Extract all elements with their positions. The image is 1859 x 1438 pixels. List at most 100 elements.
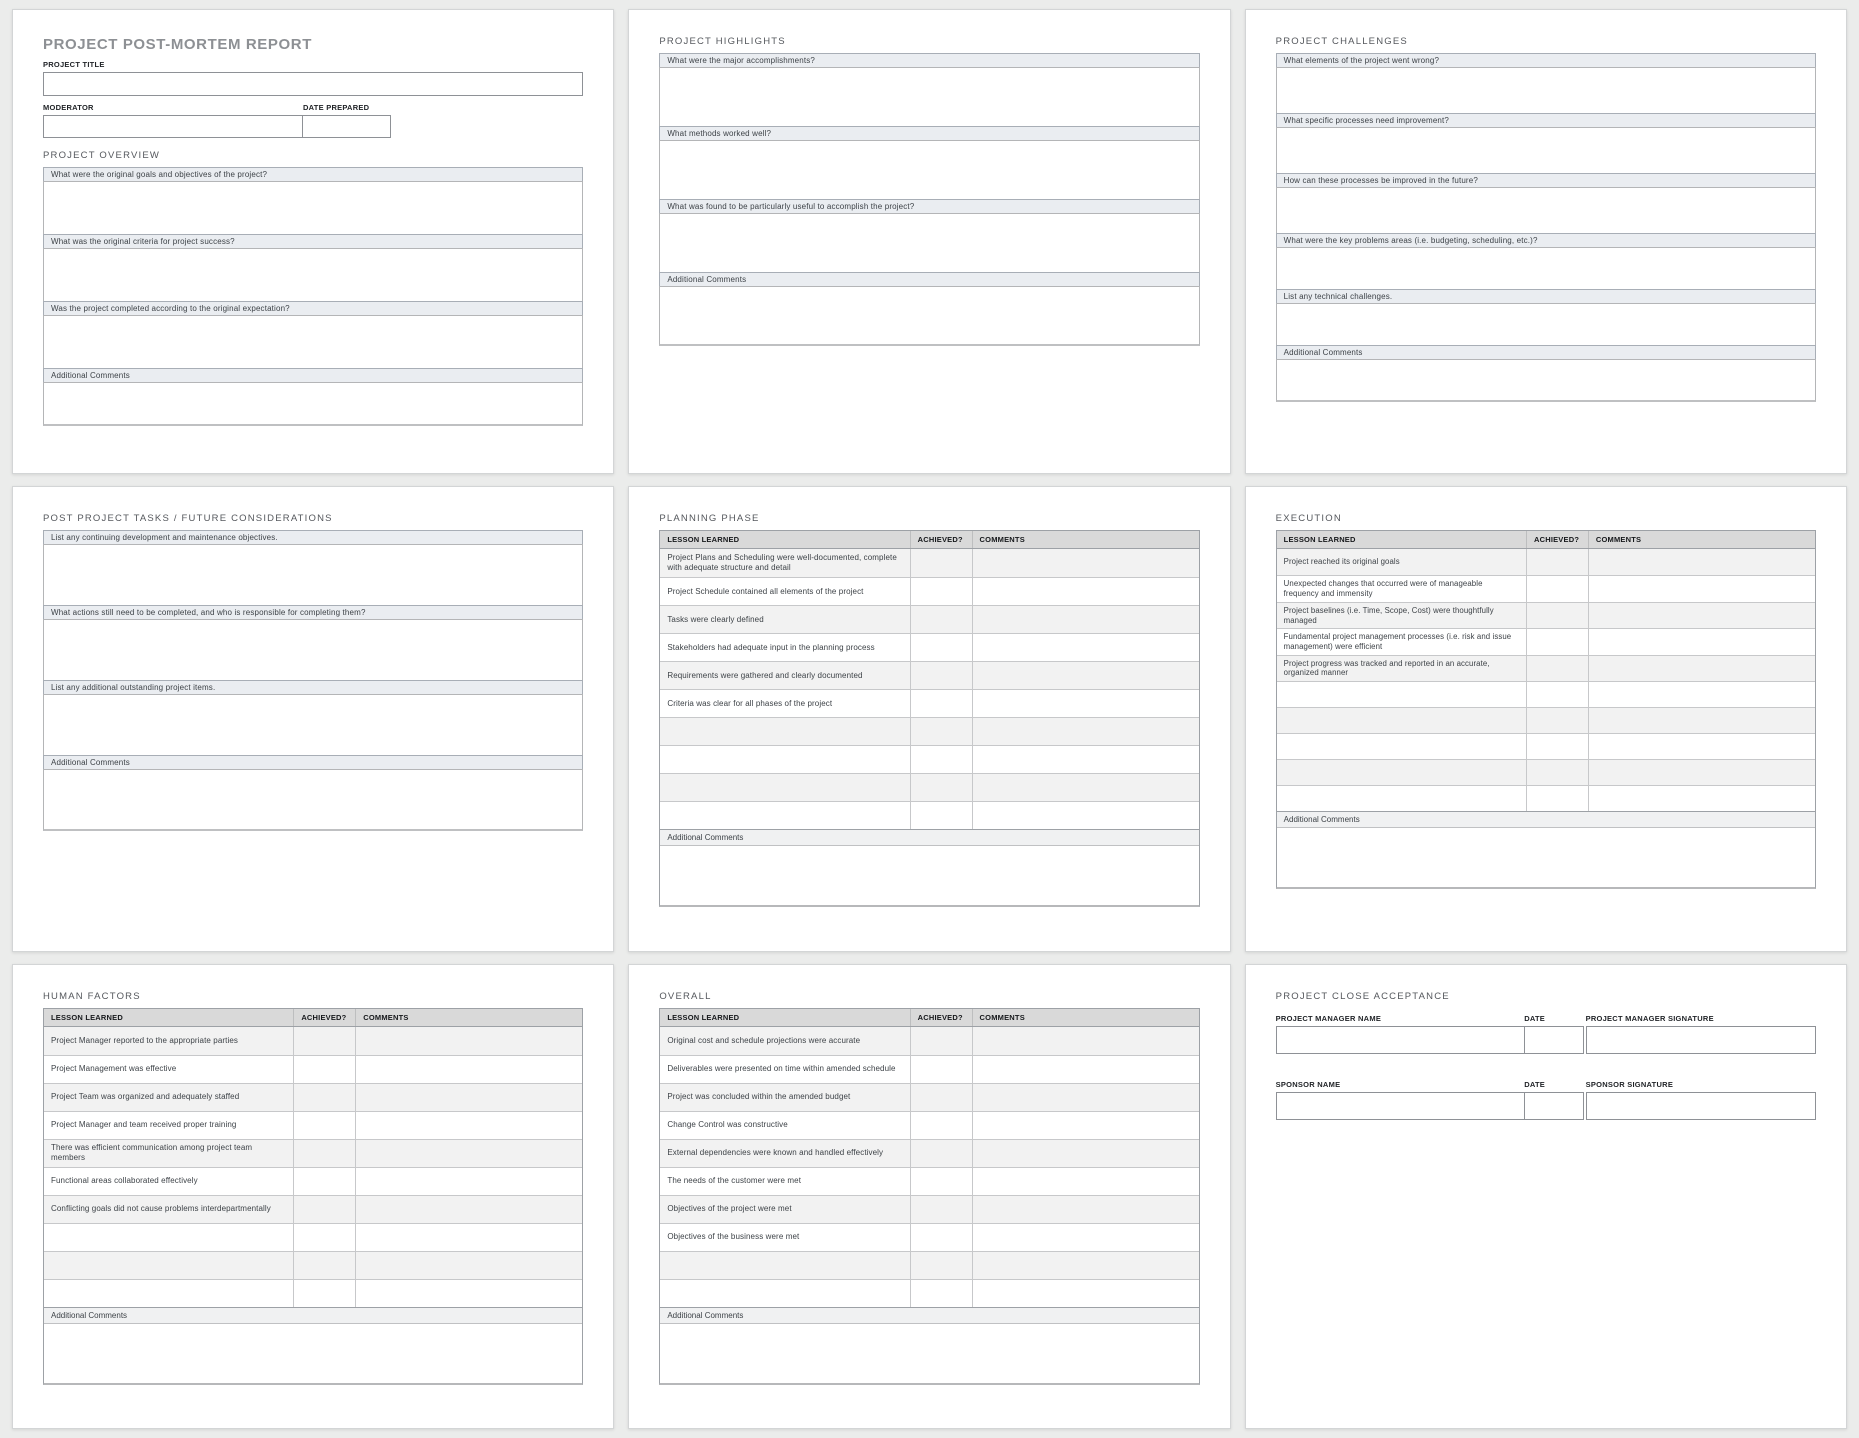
comments-cell[interactable] (1589, 786, 1815, 811)
comments-cell[interactable] (973, 1140, 1199, 1167)
comments-cell[interactable] (356, 1084, 582, 1111)
achieved-cell[interactable] (911, 1251, 973, 1279)
project-manager-signature-input[interactable] (1585, 1025, 1816, 1054)
comments-cell[interactable] (973, 802, 1199, 829)
lesson-cell[interactable] (44, 1279, 295, 1307)
comments-cell[interactable] (356, 1027, 582, 1055)
comments-cell[interactable] (973, 1027, 1199, 1055)
achieved-cell[interactable] (294, 1167, 357, 1195)
achieved-cell[interactable] (1527, 786, 1589, 812)
lesson-cell[interactable] (44, 1223, 295, 1251)
comments-cell[interactable] (973, 1224, 1199, 1251)
achieved-cell[interactable] (1527, 549, 1589, 576)
lesson-cell[interactable] (660, 1251, 911, 1279)
achieved-cell[interactable] (294, 1279, 357, 1307)
comments-cell[interactable] (356, 1196, 582, 1223)
lesson-cell[interactable] (660, 746, 911, 774)
comments-cell[interactable] (973, 774, 1199, 801)
additional-comments-box[interactable] (44, 1322, 583, 1383)
comments-cell[interactable] (1589, 760, 1815, 785)
comments-cell[interactable] (973, 1252, 1199, 1279)
comments-cell[interactable] (973, 1168, 1199, 1195)
additional-comments-box[interactable] (1276, 827, 1815, 888)
answer-box[interactable] (659, 67, 1200, 127)
lesson-cell[interactable] (660, 802, 911, 830)
sponsor-signature-input[interactable] (1585, 1091, 1816, 1120)
achieved-cell[interactable] (911, 690, 973, 718)
achieved-cell[interactable] (911, 1195, 973, 1223)
answer-box[interactable] (659, 140, 1200, 200)
comments-cell[interactable] (973, 549, 1199, 577)
comments-cell[interactable] (973, 1084, 1199, 1111)
date-prepared-input[interactable] (302, 115, 391, 138)
answer-box[interactable] (43, 248, 584, 302)
comments-cell[interactable] (1589, 708, 1815, 733)
achieved-cell[interactable] (1527, 602, 1589, 629)
comments-cell[interactable] (973, 662, 1199, 689)
achieved-cell[interactable] (911, 802, 973, 830)
comments-cell[interactable] (356, 1056, 582, 1083)
comments-cell[interactable] (356, 1280, 582, 1307)
answer-box[interactable] (43, 619, 584, 682)
answer-box[interactable] (43, 544, 584, 607)
achieved-cell[interactable] (911, 746, 973, 774)
achieved-cell[interactable] (911, 1279, 973, 1307)
achieved-cell[interactable] (911, 1083, 973, 1111)
additional-comments-box[interactable] (1275, 359, 1816, 402)
lesson-cell[interactable] (1277, 786, 1527, 812)
achieved-cell[interactable] (911, 1026, 973, 1055)
lesson-cell[interactable] (660, 774, 911, 802)
comments-cell[interactable] (1589, 682, 1815, 707)
project-manager-date-input[interactable] (1524, 1025, 1584, 1054)
moderator-input[interactable] (43, 115, 303, 138)
achieved-cell[interactable] (911, 606, 973, 634)
additional-comments-box[interactable] (659, 286, 1200, 346)
answer-box[interactable] (43, 694, 584, 757)
comments-cell[interactable] (356, 1224, 582, 1251)
achieved-cell[interactable] (294, 1139, 357, 1167)
comments-cell[interactable] (973, 578, 1199, 605)
achieved-cell[interactable] (911, 718, 973, 746)
lesson-cell[interactable] (44, 1251, 295, 1279)
achieved-cell[interactable] (911, 1055, 973, 1083)
achieved-cell[interactable] (1527, 629, 1589, 655)
achieved-cell[interactable] (294, 1111, 357, 1139)
comments-cell[interactable] (973, 606, 1199, 633)
comments-cell[interactable] (973, 634, 1199, 661)
additional-comments-box[interactable] (660, 845, 1199, 906)
lesson-cell[interactable] (1277, 682, 1527, 708)
comments-cell[interactable] (973, 1112, 1199, 1139)
lesson-cell[interactable] (1277, 734, 1527, 760)
achieved-cell[interactable] (911, 549, 973, 578)
answer-box[interactable] (1275, 247, 1816, 290)
achieved-cell[interactable] (1527, 708, 1589, 734)
comments-cell[interactable] (973, 718, 1199, 745)
comments-cell[interactable] (356, 1140, 582, 1167)
comments-cell[interactable] (1589, 576, 1815, 601)
achieved-cell[interactable] (911, 1111, 973, 1139)
achieved-cell[interactable] (294, 1223, 357, 1251)
comments-cell[interactable] (356, 1168, 582, 1195)
sponsor-date-input[interactable] (1524, 1091, 1584, 1120)
achieved-cell[interactable] (911, 1139, 973, 1167)
comments-cell[interactable] (356, 1252, 582, 1279)
achieved-cell[interactable] (1527, 655, 1589, 682)
achieved-cell[interactable] (294, 1083, 357, 1111)
answer-box[interactable] (659, 213, 1200, 273)
comments-cell[interactable] (356, 1112, 582, 1139)
achieved-cell[interactable] (911, 662, 973, 690)
answer-box[interactable] (1275, 303, 1816, 346)
lesson-cell[interactable] (660, 718, 911, 746)
lesson-cell[interactable] (1277, 708, 1527, 734)
answer-box[interactable] (43, 181, 584, 235)
comments-cell[interactable] (1589, 549, 1815, 575)
achieved-cell[interactable] (294, 1251, 357, 1279)
lesson-cell[interactable] (1277, 760, 1527, 786)
achieved-cell[interactable] (1527, 760, 1589, 786)
achieved-cell[interactable] (1527, 734, 1589, 760)
comments-cell[interactable] (1589, 629, 1815, 654)
comments-cell[interactable] (1589, 734, 1815, 759)
comments-cell[interactable] (1589, 603, 1815, 628)
answer-box[interactable] (1275, 67, 1816, 114)
achieved-cell[interactable] (911, 1167, 973, 1195)
